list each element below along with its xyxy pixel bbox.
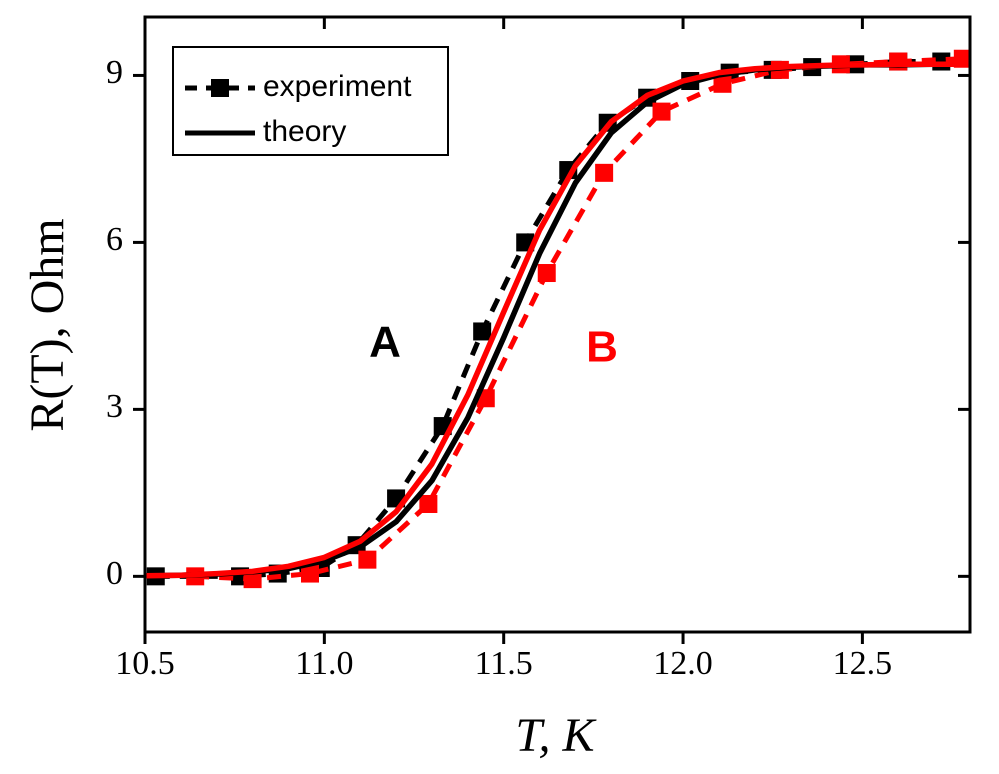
marker [419,494,438,513]
marker [595,163,614,182]
marker [301,564,319,583]
marker [537,264,556,283]
line [145,61,970,579]
marker [473,322,492,341]
marker [713,74,732,93]
plot-area [145,49,970,589]
y-tick-label: 6 [106,221,123,258]
y-tick-label: 9 [106,54,123,91]
y-tick-label: 0 [106,555,123,592]
marker [652,102,671,121]
legend-label: theory [263,115,346,148]
annotation: A [369,318,401,367]
plot-frame [143,15,972,634]
x-tick-label: 11.0 [295,645,353,682]
x-tick-label: 12.5 [833,645,893,682]
x-tick-label: 12.0 [653,645,713,682]
legend-box [172,46,449,156]
legend-label: experiment [263,70,412,103]
x-tick-label: 10.5 [115,645,175,682]
y-axis-label: R(T), Ohm [21,218,74,431]
x-tick-label: 11.5 [475,645,533,682]
y-tick-label: 3 [106,388,123,425]
x-axis-label: T, K [515,709,597,762]
marker [358,550,377,569]
legend-marker [211,79,229,97]
annotation: B [586,323,618,372]
marker [889,52,908,71]
